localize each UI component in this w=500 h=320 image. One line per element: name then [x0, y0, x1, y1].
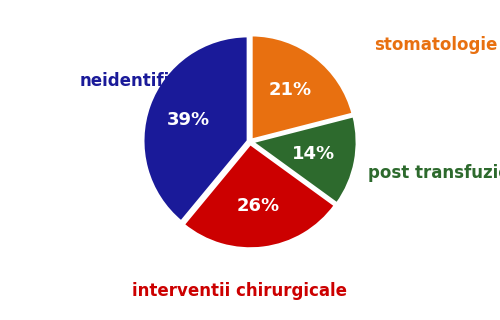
Text: 39%: 39% [167, 111, 210, 129]
Text: 14%: 14% [292, 145, 336, 163]
Wedge shape [143, 36, 248, 222]
Text: neidentificat: neidentificat [80, 72, 200, 90]
Text: post transfuzional: post transfuzional [368, 164, 500, 182]
Text: 26%: 26% [236, 197, 280, 215]
Text: interventii chirurgicale: interventii chirurgicale [132, 282, 347, 300]
Wedge shape [184, 144, 335, 249]
Text: 21%: 21% [268, 81, 312, 99]
Text: stomatologie: stomatologie [374, 36, 497, 54]
Wedge shape [252, 116, 357, 204]
Wedge shape [252, 35, 353, 140]
